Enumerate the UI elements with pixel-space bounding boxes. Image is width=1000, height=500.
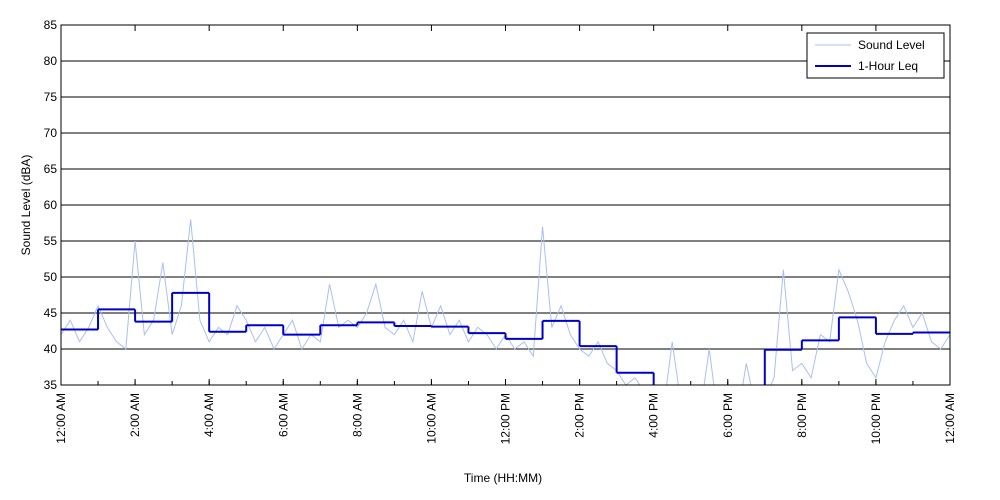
x-tick-label: 10:00 AM — [424, 393, 438, 444]
x-tick-label: 12:00 AM — [54, 393, 68, 444]
y-tick-label: 70 — [44, 126, 58, 140]
y-tick-label: 50 — [44, 270, 58, 284]
y-tick-label: 80 — [44, 54, 58, 68]
x-tick-label: 8:00 AM — [350, 393, 364, 437]
legend-box — [806, 32, 945, 79]
x-tick-label: 6:00 AM — [276, 393, 290, 437]
x-tick-label: 2:00 AM — [128, 393, 142, 437]
x-tick-label: 12:00 AM — [943, 393, 957, 444]
y-tick-label: 60 — [44, 198, 58, 212]
x-tick-label: 2:00 PM — [573, 393, 587, 438]
legend-label: 1-Hour Leq — [858, 59, 918, 73]
y-tick-label: 55 — [44, 234, 58, 248]
plot-frame — [60, 24, 951, 386]
x-tick-label: 12:00 PM — [499, 393, 513, 444]
y-tick-label: 40 — [44, 342, 58, 356]
x-tick-label: 10:00 PM — [869, 393, 883, 444]
y-tick-label: 65 — [44, 162, 58, 176]
x-tick-label: 4:00 PM — [647, 393, 661, 438]
y-tick-label: 45 — [44, 306, 58, 320]
y-axis-label: Sound Level (dBA) — [19, 155, 33, 256]
x-tick-label: 8:00 PM — [795, 393, 809, 438]
y-tick-label: 35 — [44, 378, 58, 392]
y-tick-label: 85 — [44, 18, 58, 32]
y-tick-label: 75 — [44, 90, 58, 104]
plot-lines — [61, 219, 950, 385]
legend-label: Sound Level — [858, 38, 925, 52]
x-axis-label: Time (HH:MM) — [464, 471, 542, 485]
x-tick-label: 4:00 AM — [202, 393, 216, 437]
x-tick-label: 6:00 PM — [721, 393, 735, 438]
